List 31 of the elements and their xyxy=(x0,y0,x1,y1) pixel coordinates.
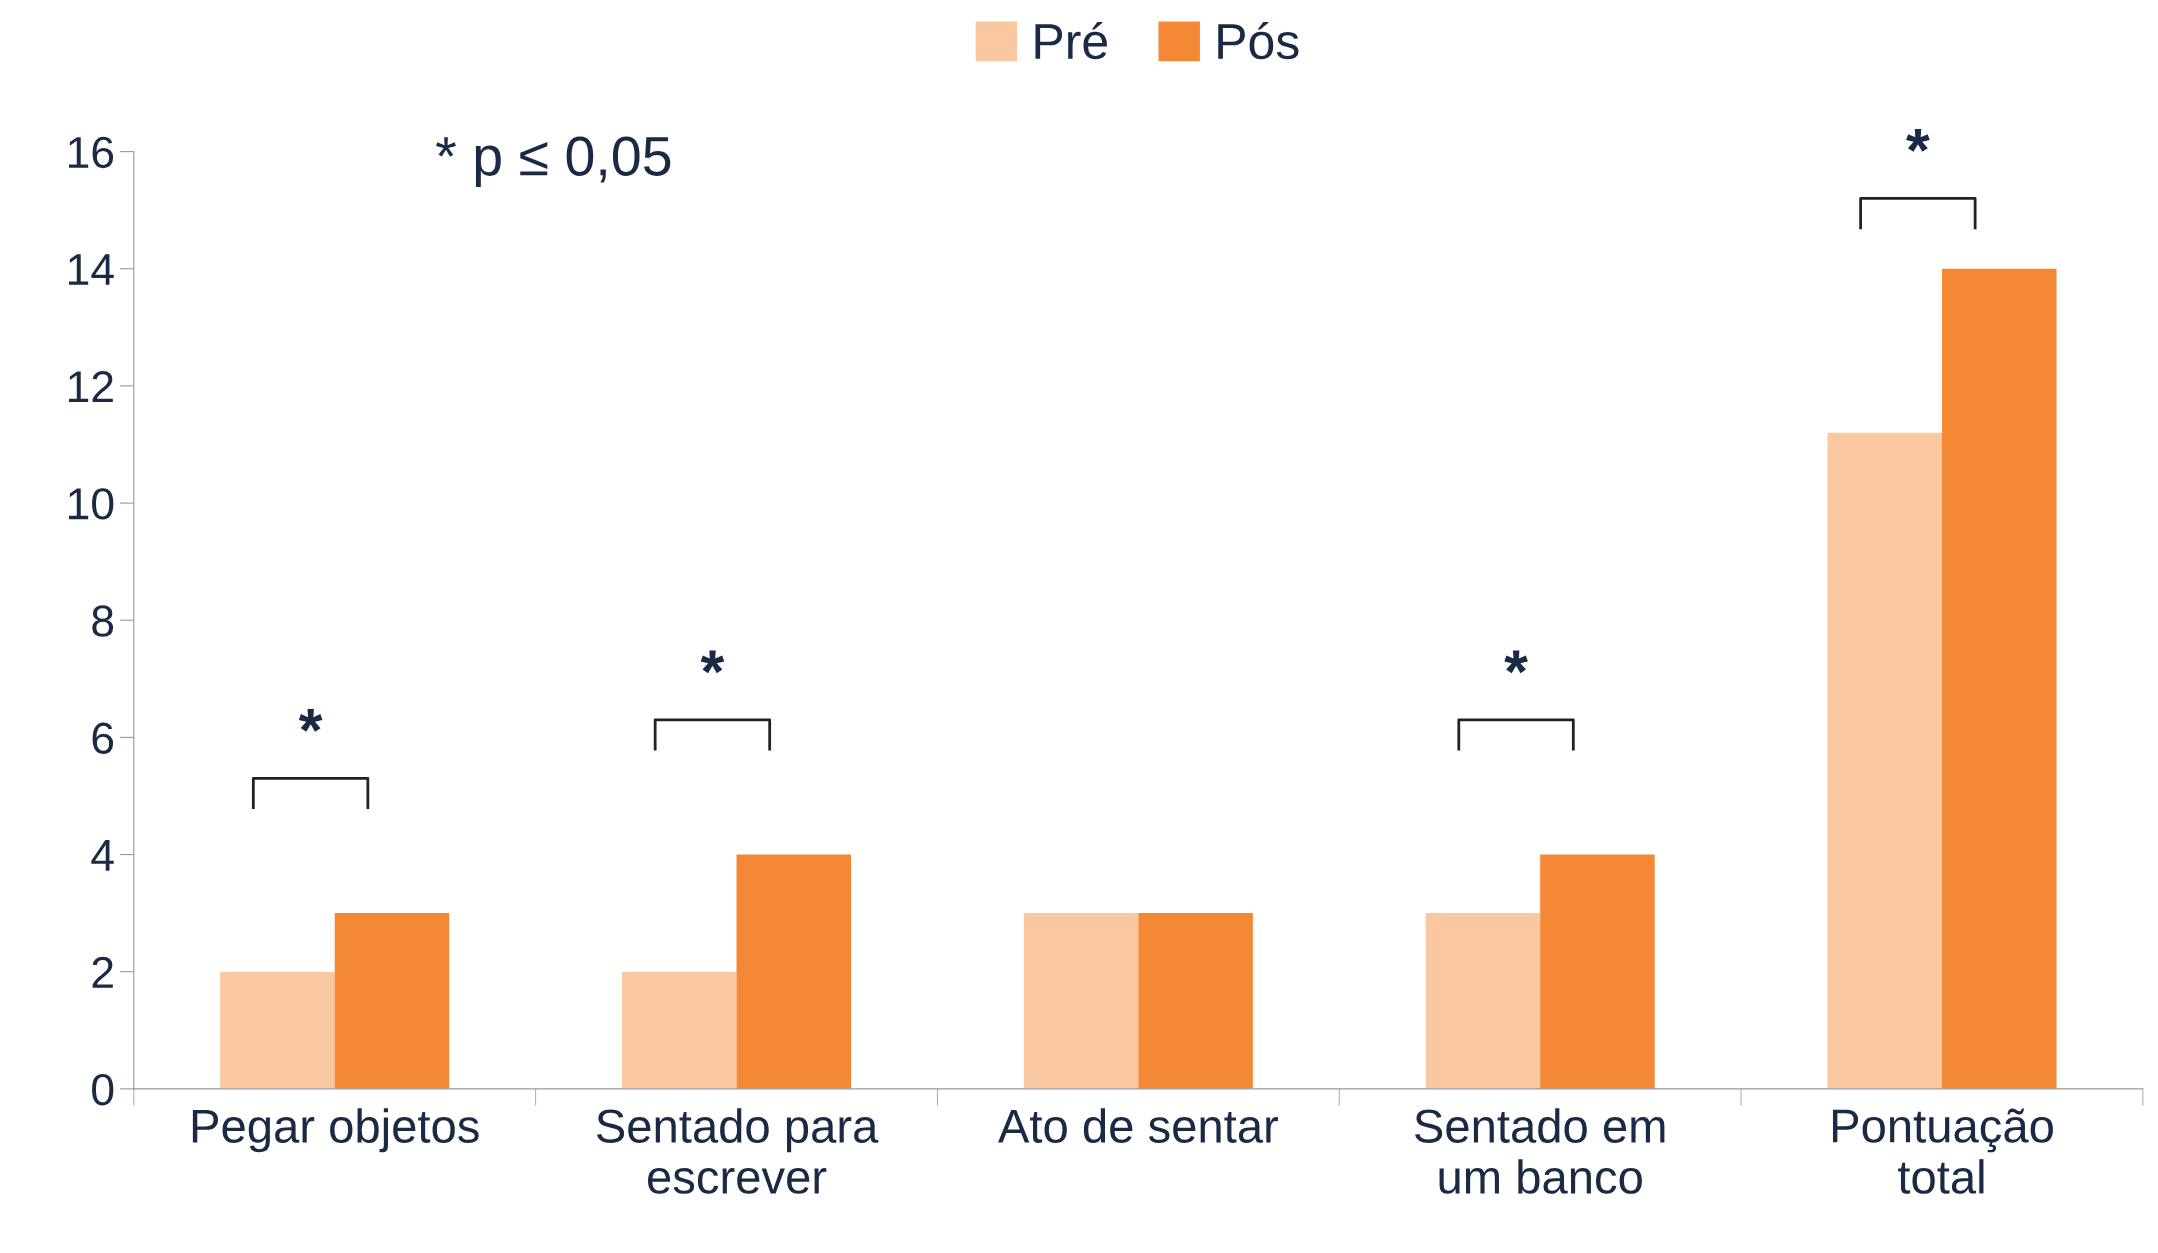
bar xyxy=(1540,854,1655,1089)
x-tick-label: Ato de sentar xyxy=(998,1108,1279,1143)
y-tick-label: 8 xyxy=(92,605,114,637)
x-tick-label: Pontuação total xyxy=(1832,1108,2053,1194)
bar xyxy=(1023,913,1139,1089)
y-tick-label: 12 xyxy=(69,370,113,403)
x-tick-label: Sentado em um banco xyxy=(1415,1108,1665,1194)
bar xyxy=(736,854,852,1089)
annotation: * xyxy=(700,650,725,674)
bar xyxy=(334,913,450,1089)
bar xyxy=(1941,268,2057,1089)
x-tick-label: Pegar objetos xyxy=(192,1108,479,1153)
y-tick-label: 4 xyxy=(91,840,114,871)
annotation: * p ≤ 0,05 xyxy=(436,136,671,187)
bar xyxy=(1138,913,1253,1089)
y-tick-label: 6 xyxy=(92,722,114,754)
annotation: * xyxy=(1504,650,1528,674)
bar xyxy=(1827,432,1942,1089)
legend-label: Pré xyxy=(1035,21,1107,60)
bar xyxy=(220,971,335,1089)
annotation: * xyxy=(298,709,323,732)
legend-label: Pós xyxy=(1218,21,1299,60)
y-tick-label: 2 xyxy=(92,956,113,988)
bar xyxy=(622,971,737,1089)
annotation: * xyxy=(1906,129,1930,152)
y-tick-label: 16 xyxy=(69,136,114,169)
y-tick-label: 0 xyxy=(92,1073,114,1106)
y-tick-label: 10 xyxy=(69,488,114,520)
y-tick-label: 14 xyxy=(69,254,114,285)
bar xyxy=(1425,913,1541,1089)
x-tick-label: Sentado para escrever xyxy=(596,1108,879,1194)
